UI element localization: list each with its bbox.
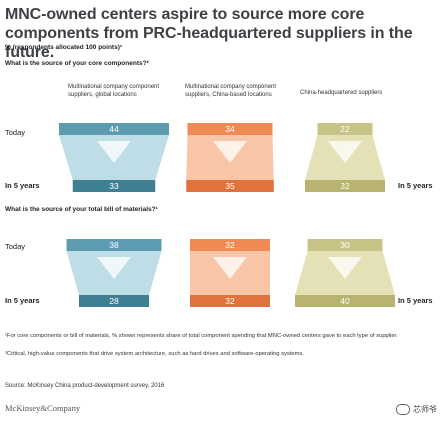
panel-2-bar-future-3 <box>295 295 395 307</box>
panel-1-question: What is the source of your core componen… <box>5 60 149 67</box>
category-label-2: Multinational company component supplier… <box>185 84 277 98</box>
source-note: Source: McKinsey China product-developme… <box>5 383 165 389</box>
panel-2-arrow-icon-1 <box>97 257 131 279</box>
panel-1-future-label-right: In 5 years <box>398 181 433 190</box>
panel-2-bar-future-2 <box>190 295 270 307</box>
panel-2-today-label: Today <box>5 242 26 251</box>
panel-1-arrow-icon-3 <box>328 141 362 163</box>
panel-2-bar-future-1 <box>79 295 149 307</box>
panel-2-arrow-icon-3 <box>328 257 362 279</box>
panel-2-value-today-2: 32 <box>225 240 235 250</box>
panel-1-value-today-3: 22 <box>340 124 350 134</box>
footnote-1: ¹For core components or bill of material… <box>5 333 398 339</box>
panel-1-bar-future-2 <box>186 180 274 192</box>
panel-2-value-future-1: 28 <box>109 296 119 306</box>
panel-1-bar-future-3 <box>305 180 385 192</box>
panel-1-value-today-1: 44 <box>109 124 119 134</box>
panel-2-future-label-left: In 5 years <box>5 296 40 305</box>
panel-1-value-future-2: 35 <box>225 181 235 191</box>
footnote-2: ²Critical, high-value components that dr… <box>5 351 304 357</box>
chart-subtitle: % (respondents allocated 100 points)¹ <box>5 44 123 51</box>
panel-1-value-today-2: 34 <box>225 124 235 134</box>
panel-2-value-today-3: 30 <box>340 240 350 250</box>
panel-2-bar-today-2 <box>190 239 270 251</box>
panel-2-question: What is the source of your total bill of… <box>5 206 158 213</box>
chart-title: MNC-owned centers aspire to source more … <box>5 6 413 61</box>
panel-1-today-label: Today <box>5 128 26 137</box>
panel-1-bar-today-1 <box>59 123 169 135</box>
panel-2-bar-today-3 <box>307 239 383 251</box>
panel-2-value-future-2: 32 <box>225 296 235 306</box>
panel-1-value-future-3: 32 <box>340 181 350 191</box>
mckinsey-logo: McKinsey&Company <box>5 403 81 413</box>
panel-1-arrow-icon-2 <box>213 141 247 163</box>
panel-1-bar-today-2 <box>187 123 273 135</box>
panel-1-future-label-left: In 5 years <box>5 181 40 190</box>
panel-2-value-future-3: 40 <box>340 296 350 306</box>
watermark: 芯师爷 <box>396 404 437 415</box>
category-label-1: Multinational company component supplier… <box>68 84 160 98</box>
panel-1-value-future-1: 33 <box>109 181 119 191</box>
watermark-text: 芯师爷 <box>413 405 437 414</box>
panel-1-arrow-icon-1 <box>97 141 131 163</box>
wechat-icon <box>396 404 410 415</box>
panel-2-future-label-right: In 5 years <box>398 296 433 305</box>
panel-1-bar-today-3 <box>317 123 373 135</box>
panel-2-value-today-1: 38 <box>109 240 119 250</box>
category-label-3: China-headquartered suppliers <box>300 90 383 96</box>
panel-2-bar-today-1 <box>66 239 162 251</box>
panel-2-arrow-icon-2 <box>213 257 247 279</box>
panel-1-bar-future-1 <box>72 180 156 192</box>
